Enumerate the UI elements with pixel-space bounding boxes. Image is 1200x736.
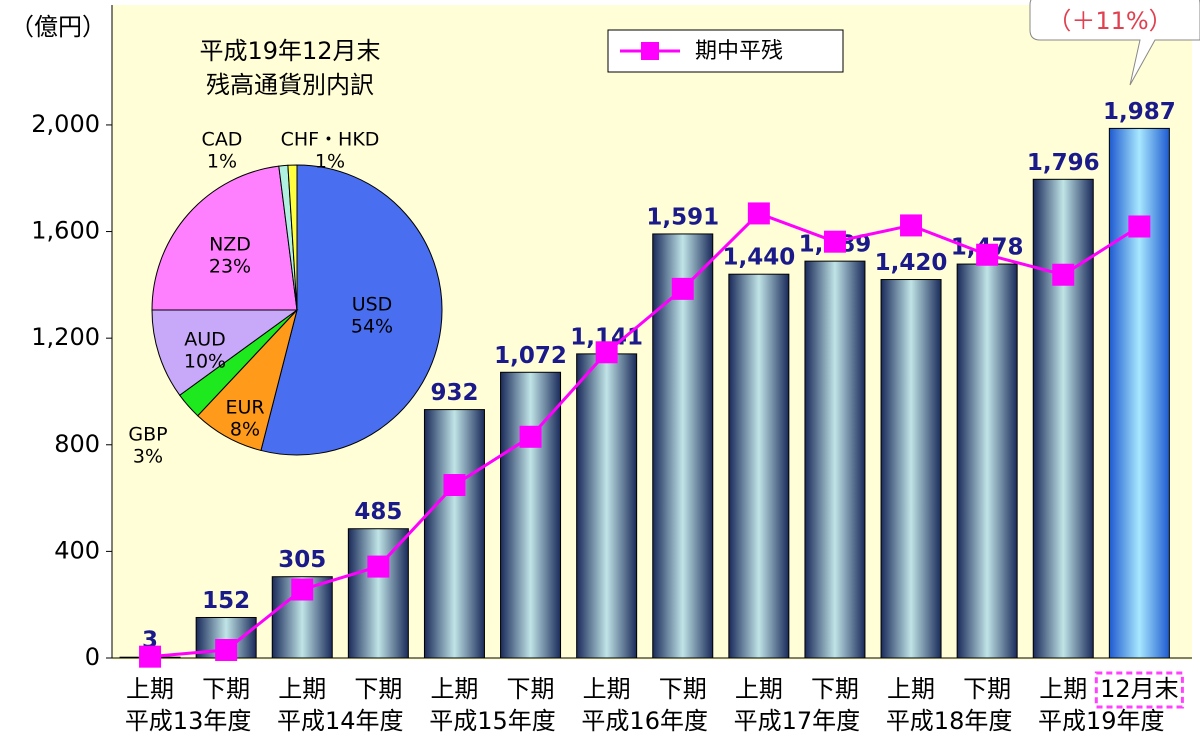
x-tick-label: 上期 <box>583 675 631 703</box>
line-marker <box>976 243 999 266</box>
value-label: 1,440 <box>722 245 795 271</box>
line-marker <box>519 425 542 448</box>
group-label: 平成19年度 <box>1038 707 1165 735</box>
group-label: 平成13年度 <box>125 707 252 735</box>
line-marker <box>215 639 238 662</box>
y-tick-label: 2,000 <box>31 110 100 138</box>
x-tick-label: 上期 <box>126 675 174 703</box>
x-tick-label: 下期 <box>354 675 402 703</box>
line-marker <box>443 474 466 497</box>
x-tick-label: 下期 <box>659 675 707 703</box>
legend-marker <box>641 42 659 60</box>
pie-label: EUR <box>225 397 264 419</box>
pie-value-label: 10% <box>184 351 226 373</box>
bar <box>880 279 942 659</box>
pie-value-label: 1% <box>315 151 345 173</box>
x-tick-label: 上期 <box>430 675 478 703</box>
value-label: 1,420 <box>875 250 948 276</box>
line-marker <box>747 202 770 225</box>
pie-label: USD <box>352 294 393 316</box>
value-label: 932 <box>430 380 478 406</box>
value-label: 1,072 <box>494 343 567 369</box>
group-label: 平成15年度 <box>429 707 556 735</box>
line-marker <box>900 214 923 237</box>
pie-value-label: 23% <box>209 256 251 278</box>
x-tick-label: 上期 <box>1039 675 1087 703</box>
bar <box>1108 127 1170 659</box>
line-marker <box>291 578 314 601</box>
pie-slice <box>151 309 299 396</box>
y-tick-label: 800 <box>54 430 100 458</box>
line-marker <box>595 341 618 364</box>
group-label: 平成16年度 <box>581 707 708 735</box>
pie-value-label: 1% <box>207 151 237 173</box>
pie-slice <box>287 164 298 311</box>
x-tick-label: 上期 <box>278 675 326 703</box>
bar <box>956 263 1018 659</box>
pie-label: GBP <box>128 424 167 446</box>
inset-title: 平成19年12月末 <box>199 37 380 65</box>
line <box>149 211 1141 659</box>
legend: 期中平残 <box>607 29 844 73</box>
pie-slice <box>260 164 443 456</box>
x-tick-label: 下期 <box>963 675 1011 703</box>
x-tick-label: 12月末 <box>1100 675 1179 703</box>
value-label: 485 <box>354 499 402 525</box>
pie-label: CAD <box>202 129 243 151</box>
value-label: 152 <box>202 588 250 614</box>
bar <box>423 409 485 659</box>
pie-label: CHF・HKD <box>281 129 380 151</box>
highlight-box <box>1094 671 1184 709</box>
y-tick-label: 0 <box>85 643 100 671</box>
y-tick-label: 1,200 <box>31 323 100 351</box>
value-label: 1,591 <box>646 204 719 230</box>
pie-value-label: 8% <box>230 419 260 441</box>
line-marker <box>1128 215 1151 238</box>
line-marker <box>139 645 162 668</box>
value-label: 305 <box>278 547 326 573</box>
group-label: 平成18年度 <box>886 707 1013 735</box>
bar <box>347 528 409 659</box>
pie-slice <box>151 165 298 311</box>
x-tick-label: 下期 <box>811 675 859 703</box>
bar <box>1032 178 1094 659</box>
x-tick-label: 上期 <box>735 675 783 703</box>
group-label: 平成14年度 <box>277 707 404 735</box>
inset-title: 残高通貨別内訳 <box>206 71 374 99</box>
line-marker <box>367 555 390 578</box>
y-unit: （億円） <box>10 13 106 41</box>
x-tick-label: 下期 <box>202 675 250 703</box>
y-tick-label: 1,600 <box>31 217 100 245</box>
x-tick-label: 上期 <box>887 675 935 703</box>
bar <box>804 260 866 659</box>
x-tick-label: 下期 <box>507 675 555 703</box>
bar <box>576 353 638 659</box>
bar <box>728 273 790 659</box>
callout-text: （＋11%） <box>1047 7 1172 35</box>
pie-value-label: 54% <box>351 316 393 338</box>
callout-box <box>1029 0 1200 86</box>
bar <box>500 371 562 659</box>
line-marker <box>1052 263 1075 286</box>
legend-label: 期中平残 <box>695 39 783 64</box>
pie-label: NZD <box>209 234 251 256</box>
line-marker <box>823 230 846 253</box>
pie-value-label: 3% <box>133 446 163 468</box>
value-label: 1,796 <box>1027 150 1100 176</box>
line-marker <box>671 277 694 300</box>
pie-label: AUD <box>184 329 226 351</box>
group-label: 平成17年度 <box>734 707 861 735</box>
y-tick-label: 400 <box>54 536 100 564</box>
value-label: 1,987 <box>1103 99 1176 125</box>
